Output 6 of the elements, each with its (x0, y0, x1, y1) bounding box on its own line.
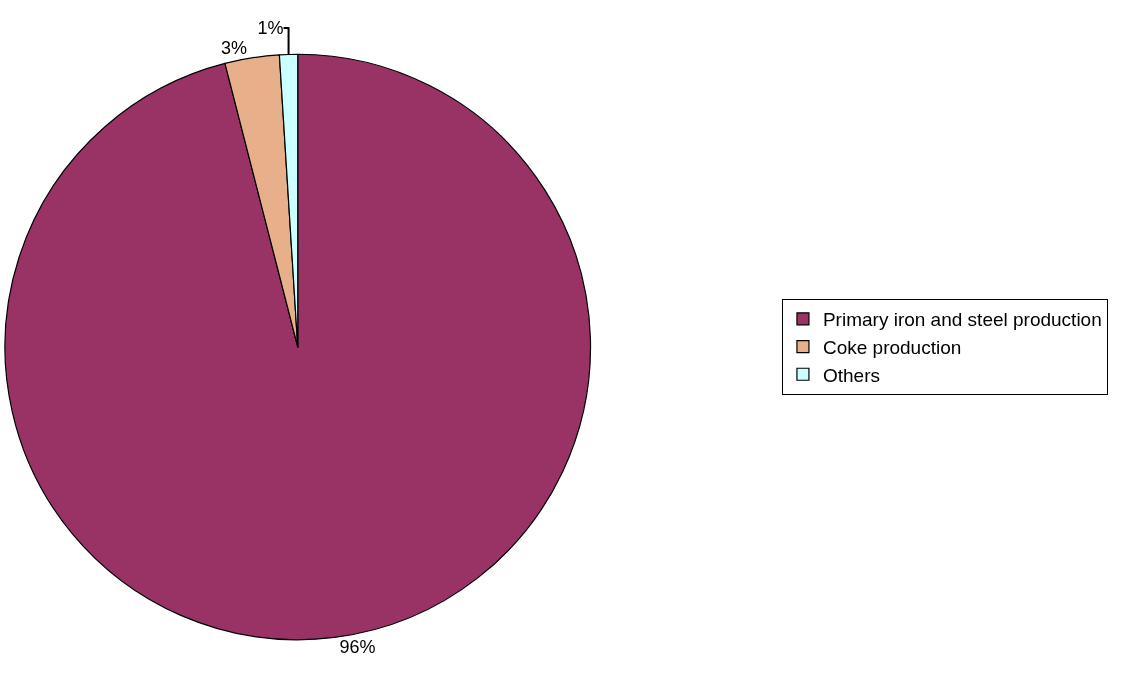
data-label: 96% (339, 637, 376, 658)
legend-label: Coke production (822, 336, 962, 358)
legend-label: Others (822, 364, 880, 386)
data-label: 1% (257, 18, 284, 39)
legend-label: Primary iron and steel production (822, 309, 1102, 331)
data-label: 3% (220, 38, 247, 59)
